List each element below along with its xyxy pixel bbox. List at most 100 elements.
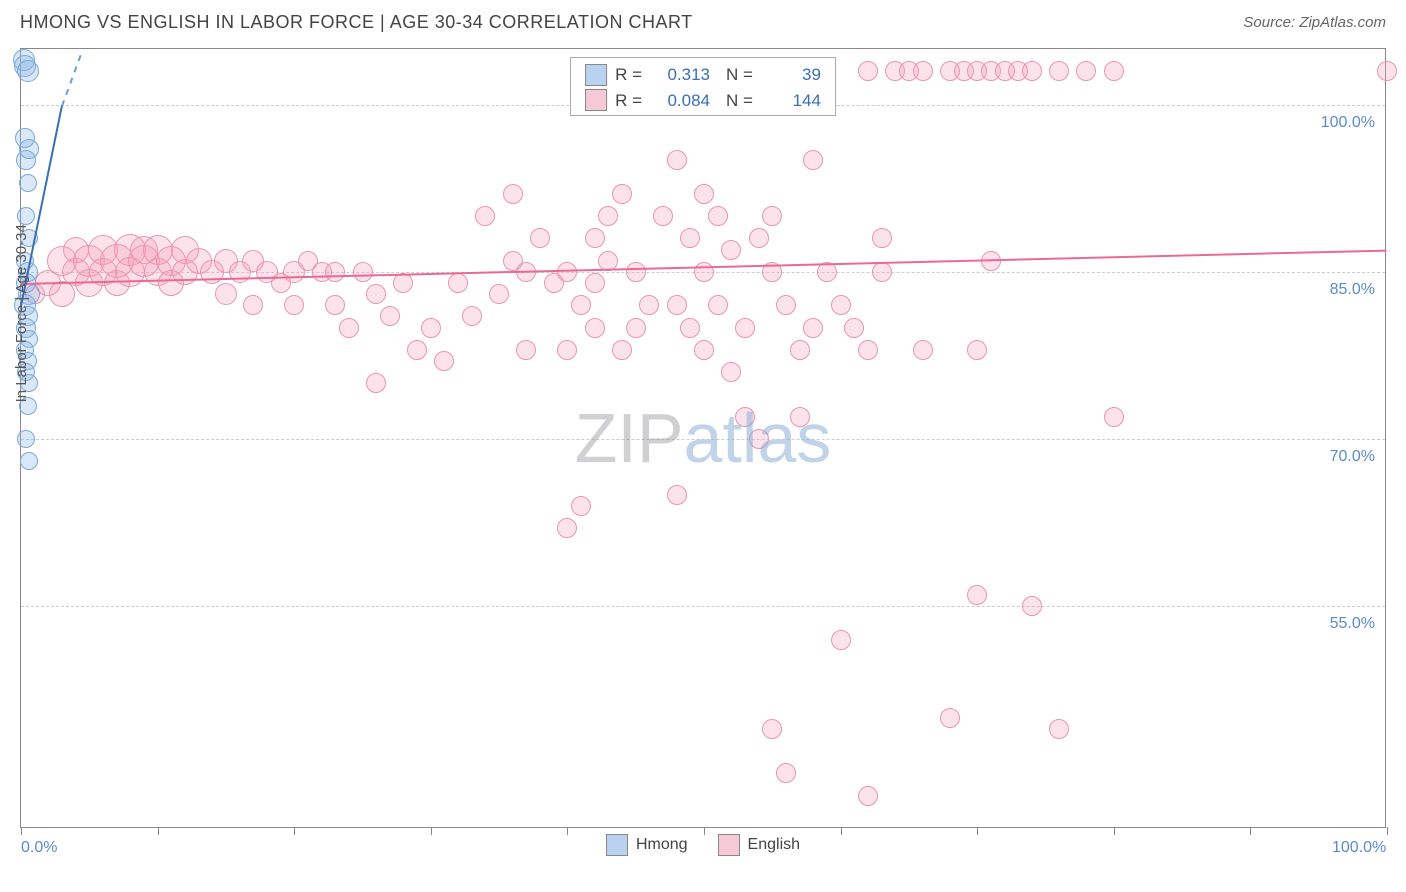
scatter-point bbox=[585, 228, 605, 248]
scatter-point bbox=[215, 283, 237, 305]
scatter-point bbox=[1049, 61, 1069, 81]
scatter-point bbox=[17, 207, 35, 225]
scatter-point bbox=[17, 430, 35, 448]
scatter-point bbox=[393, 273, 413, 293]
scatter-point bbox=[325, 262, 345, 282]
scatter-point bbox=[721, 362, 741, 382]
y-tick-label: 100.0% bbox=[1321, 114, 1375, 132]
scatter-point bbox=[1104, 407, 1124, 427]
scatter-point bbox=[831, 630, 851, 650]
scatter-point bbox=[1104, 61, 1124, 81]
scatter-point bbox=[790, 407, 810, 427]
scatter-point bbox=[762, 206, 782, 226]
scatter-point bbox=[1049, 719, 1069, 739]
scatter-point bbox=[735, 318, 755, 338]
scatter-point bbox=[1022, 596, 1042, 616]
scatter-point bbox=[967, 585, 987, 605]
scatter-point bbox=[1022, 61, 1042, 81]
scatter-point bbox=[721, 240, 741, 260]
scatter-point bbox=[872, 228, 892, 248]
scatter-point bbox=[967, 340, 987, 360]
scatter-point bbox=[940, 708, 960, 728]
scatter-point bbox=[626, 318, 646, 338]
scatter-point bbox=[858, 61, 878, 81]
scatter-point bbox=[735, 407, 755, 427]
scatter-point bbox=[626, 262, 646, 282]
scatter-point bbox=[749, 429, 769, 449]
correlation-legend: R =0.313N =39R =0.084N =144 bbox=[570, 57, 836, 116]
scatter-point bbox=[15, 128, 35, 148]
scatter-point bbox=[776, 763, 796, 783]
scatter-point bbox=[913, 340, 933, 360]
scatter-point bbox=[858, 340, 878, 360]
legend-row: R =0.313N =39 bbox=[585, 62, 821, 88]
scatter-point bbox=[667, 150, 687, 170]
scatter-point bbox=[667, 295, 687, 315]
scatter-point bbox=[1377, 61, 1397, 81]
scatter-point bbox=[612, 184, 632, 204]
scatter-point bbox=[325, 295, 345, 315]
scatter-point bbox=[557, 262, 577, 282]
scatter-point bbox=[708, 206, 728, 226]
scatter-point bbox=[844, 318, 864, 338]
scatter-point bbox=[571, 295, 591, 315]
scatter-point bbox=[339, 318, 359, 338]
gridline bbox=[21, 439, 1385, 440]
scatter-point bbox=[694, 262, 714, 282]
scatter-point bbox=[694, 184, 714, 204]
scatter-point bbox=[571, 496, 591, 516]
scatter-point bbox=[913, 61, 933, 81]
scatter-point bbox=[407, 340, 427, 360]
scatter-point bbox=[872, 262, 892, 282]
gridline bbox=[21, 606, 1385, 607]
scatter-point bbox=[680, 228, 700, 248]
scatter-point bbox=[667, 485, 687, 505]
scatter-point bbox=[585, 273, 605, 293]
scatter-point bbox=[462, 306, 482, 326]
legend-item: Hmong bbox=[606, 834, 688, 856]
scatter-point bbox=[366, 284, 386, 304]
scatter-point bbox=[803, 318, 823, 338]
scatter-point bbox=[612, 340, 632, 360]
scatter-point bbox=[708, 295, 728, 315]
scatter-point bbox=[380, 306, 400, 326]
source-link[interactable]: ZipAtlas.com bbox=[1299, 14, 1386, 31]
scatter-point bbox=[803, 150, 823, 170]
y-tick-label: 85.0% bbox=[1330, 281, 1375, 299]
x-tick bbox=[1387, 827, 1388, 835]
scatter-point bbox=[516, 340, 536, 360]
scatter-point bbox=[19, 174, 37, 192]
scatter-point bbox=[530, 228, 550, 248]
chart-source: Source: ZipAtlas.com bbox=[1243, 14, 1386, 31]
scatter-point bbox=[790, 340, 810, 360]
scatter-point bbox=[557, 518, 577, 538]
scatter-point bbox=[858, 786, 878, 806]
scatter-point bbox=[653, 206, 673, 226]
scatter-point bbox=[353, 262, 373, 282]
scatter-point bbox=[557, 340, 577, 360]
scatter-point bbox=[366, 373, 386, 393]
series-legend: Hmong English bbox=[20, 834, 1386, 856]
y-tick-label: 55.0% bbox=[1330, 615, 1375, 633]
scatter-point bbox=[749, 228, 769, 248]
scatter-point bbox=[489, 284, 509, 304]
scatter-point bbox=[475, 206, 495, 226]
legend-swatch bbox=[585, 89, 607, 111]
scatter-point bbox=[20, 452, 38, 470]
legend-swatch bbox=[718, 834, 740, 856]
scatter-point bbox=[694, 340, 714, 360]
scatter-point bbox=[243, 295, 263, 315]
scatter-point bbox=[17, 60, 39, 82]
legend-swatch bbox=[585, 64, 607, 86]
scatter-point bbox=[448, 273, 468, 293]
scatter-point bbox=[831, 295, 851, 315]
legend-item: English bbox=[718, 834, 800, 856]
scatter-point bbox=[1076, 61, 1096, 81]
scatter-point bbox=[284, 295, 304, 315]
scatter-point bbox=[762, 719, 782, 739]
legend-swatch bbox=[606, 834, 628, 856]
scatter-point bbox=[421, 318, 441, 338]
plot-area: 55.0%70.0%85.0%100.0%0.0%100.0% In Labor… bbox=[20, 48, 1386, 828]
scatter-point bbox=[585, 318, 605, 338]
scatter-point bbox=[639, 295, 659, 315]
